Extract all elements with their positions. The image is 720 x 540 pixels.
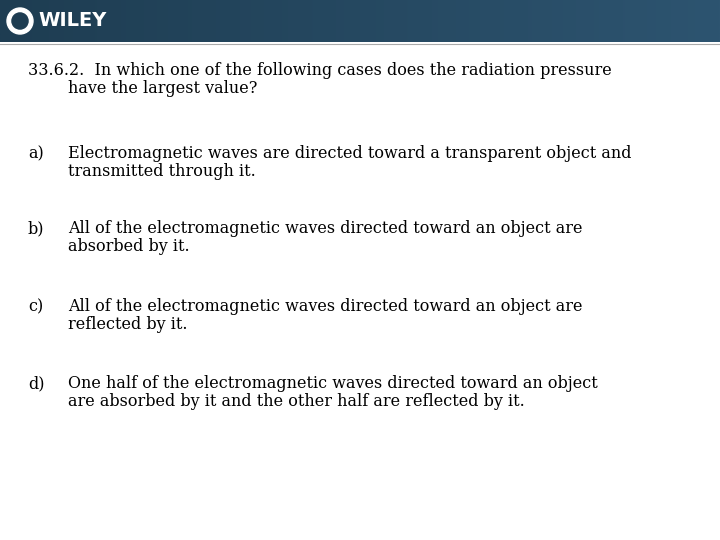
Text: One half of the electromagnetic waves directed toward an object: One half of the electromagnetic waves di…	[68, 375, 598, 392]
Text: All of the electromagnetic waves directed toward an object are: All of the electromagnetic waves directe…	[68, 220, 582, 237]
Text: have the largest value?: have the largest value?	[68, 80, 257, 97]
Text: a): a)	[28, 145, 44, 162]
Text: reflected by it.: reflected by it.	[68, 316, 187, 333]
Circle shape	[7, 8, 33, 34]
Text: b): b)	[28, 220, 45, 237]
Text: Electromagnetic waves are directed toward a transparent object and: Electromagnetic waves are directed towar…	[68, 145, 631, 162]
Circle shape	[12, 13, 28, 29]
Text: are absorbed by it and the other half are reflected by it.: are absorbed by it and the other half ar…	[68, 393, 525, 410]
Text: absorbed by it.: absorbed by it.	[68, 238, 189, 255]
Text: WILEY: WILEY	[38, 11, 107, 30]
Text: c): c)	[28, 298, 43, 315]
Text: 33.6.2.  In which one of the following cases does the radiation pressure: 33.6.2. In which one of the following ca…	[28, 62, 612, 79]
Text: All of the electromagnetic waves directed toward an object are: All of the electromagnetic waves directe…	[68, 298, 582, 315]
Text: d): d)	[28, 375, 45, 392]
Text: transmitted through it.: transmitted through it.	[68, 163, 256, 180]
